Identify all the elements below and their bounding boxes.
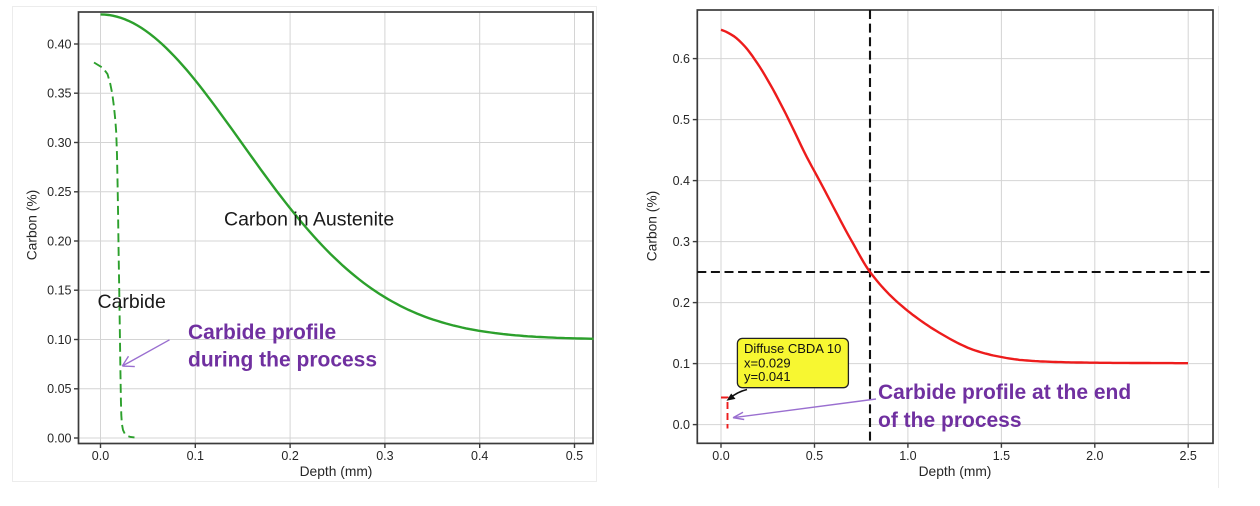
svg-text:0.05: 0.05 <box>47 382 71 396</box>
svg-text:of the process: of the process <box>878 409 1022 432</box>
svg-text:0.5: 0.5 <box>566 449 583 463</box>
svg-text:0.1: 0.1 <box>673 357 690 371</box>
svg-text:y=0.041: y=0.041 <box>744 369 791 384</box>
svg-text:Diffuse CBDA 10: Diffuse CBDA 10 <box>744 341 841 356</box>
svg-text:Carbon (%): Carbon (%) <box>645 191 660 262</box>
svg-text:1.0: 1.0 <box>899 449 916 463</box>
svg-text:2.0: 2.0 <box>1086 449 1103 463</box>
svg-text:0.1: 0.1 <box>187 449 204 463</box>
svg-text:Carbon (%): Carbon (%) <box>25 190 40 261</box>
svg-text:0.10: 0.10 <box>47 333 71 347</box>
svg-text:0.5: 0.5 <box>806 449 823 463</box>
svg-text:0.5: 0.5 <box>673 113 690 127</box>
svg-text:0.00: 0.00 <box>47 431 71 445</box>
svg-text:0.3: 0.3 <box>673 235 690 249</box>
svg-text:0.2: 0.2 <box>673 296 690 310</box>
svg-text:Carbide: Carbide <box>98 291 166 313</box>
svg-text:Depth (mm): Depth (mm) <box>300 464 373 479</box>
svg-text:0.40: 0.40 <box>47 37 71 51</box>
svg-text:during the process: during the process <box>188 348 377 371</box>
svg-text:0.4: 0.4 <box>471 449 488 463</box>
svg-text:0.0: 0.0 <box>673 418 690 432</box>
svg-text:0.4: 0.4 <box>673 174 690 188</box>
svg-text:0.3: 0.3 <box>376 449 393 463</box>
svg-text:0.20: 0.20 <box>47 234 71 248</box>
svg-text:0.6: 0.6 <box>673 52 690 66</box>
svg-text:2.5: 2.5 <box>1180 449 1197 463</box>
svg-text:0.0: 0.0 <box>92 449 109 463</box>
svg-text:x=0.029: x=0.029 <box>744 355 791 370</box>
svg-text:Depth (mm): Depth (mm) <box>919 464 992 479</box>
svg-text:Carbide profile: Carbide profile <box>188 321 336 344</box>
svg-text:Carbide profile at the end: Carbide profile at the end <box>878 381 1131 404</box>
svg-text:0.2: 0.2 <box>281 449 298 463</box>
svg-text:1.5: 1.5 <box>993 449 1010 463</box>
svg-text:Carbon in Austenite: Carbon in Austenite <box>224 208 394 230</box>
svg-text:0.15: 0.15 <box>47 284 71 298</box>
svg-text:0.35: 0.35 <box>47 87 71 101</box>
svg-text:0.0: 0.0 <box>712 449 729 463</box>
svg-text:0.25: 0.25 <box>47 185 71 199</box>
svg-text:0.30: 0.30 <box>47 136 71 150</box>
